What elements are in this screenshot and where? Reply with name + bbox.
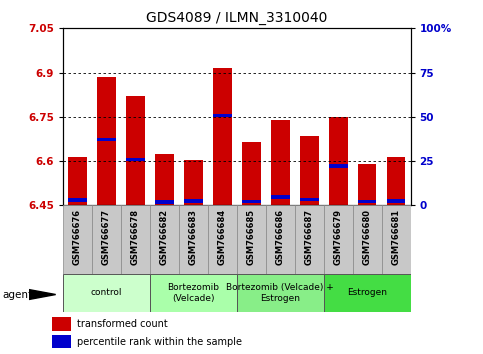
Bar — [329, 164, 348, 167]
Title: GDS4089 / ILMN_3310040: GDS4089 / ILMN_3310040 — [146, 11, 327, 24]
Text: Bortezomib (Velcade) +
Estrogen: Bortezomib (Velcade) + Estrogen — [226, 283, 334, 303]
Text: transformed count: transformed count — [77, 319, 168, 329]
Bar — [179, 205, 208, 274]
Bar — [387, 199, 406, 203]
Bar — [358, 164, 377, 205]
Text: GSM766676: GSM766676 — [73, 209, 82, 265]
Bar — [324, 205, 353, 274]
Bar — [387, 157, 406, 205]
Bar — [266, 205, 295, 274]
Bar — [295, 205, 324, 274]
Bar — [184, 160, 203, 205]
Text: GSM766683: GSM766683 — [189, 209, 198, 265]
Text: GSM766686: GSM766686 — [276, 209, 284, 265]
Bar — [242, 200, 261, 203]
Bar — [97, 138, 116, 141]
Bar — [53, 317, 71, 331]
Bar — [68, 157, 87, 205]
Bar — [213, 68, 232, 205]
Bar — [329, 117, 348, 205]
Bar — [63, 205, 92, 274]
Bar — [382, 205, 411, 274]
Text: Bortezomib
(Velcade): Bortezomib (Velcade) — [167, 283, 219, 303]
Bar — [63, 274, 150, 312]
Text: GSM766677: GSM766677 — [102, 209, 111, 265]
Bar — [237, 205, 266, 274]
Bar — [270, 120, 290, 205]
Bar — [237, 274, 324, 312]
Bar — [97, 77, 116, 205]
Bar — [121, 205, 150, 274]
Text: GSM766687: GSM766687 — [305, 209, 313, 265]
Bar — [126, 96, 145, 205]
Text: agent: agent — [2, 290, 32, 299]
Text: GSM766680: GSM766680 — [363, 209, 371, 265]
Bar — [155, 200, 174, 204]
Bar — [92, 205, 121, 274]
Bar — [126, 158, 145, 161]
Text: GSM766679: GSM766679 — [334, 209, 342, 265]
Text: GSM766681: GSM766681 — [392, 209, 400, 265]
Bar — [150, 205, 179, 274]
Bar — [213, 114, 232, 118]
Text: GSM766684: GSM766684 — [218, 209, 227, 265]
Bar — [242, 142, 261, 205]
Text: GSM766678: GSM766678 — [131, 209, 140, 265]
Bar — [53, 335, 71, 348]
Text: control: control — [90, 289, 122, 297]
Text: percentile rank within the sample: percentile rank within the sample — [77, 337, 242, 347]
Bar — [353, 205, 382, 274]
Bar — [299, 198, 319, 201]
Bar — [324, 274, 411, 312]
Text: GSM766682: GSM766682 — [160, 209, 169, 265]
Bar — [358, 200, 377, 203]
Bar — [184, 199, 203, 203]
Bar — [208, 205, 237, 274]
Text: GSM766685: GSM766685 — [247, 209, 256, 265]
Bar — [155, 154, 174, 205]
Bar — [68, 198, 87, 202]
Polygon shape — [29, 290, 56, 299]
Bar — [299, 136, 319, 205]
Bar — [270, 195, 290, 199]
Bar — [150, 274, 237, 312]
Text: Estrogen: Estrogen — [347, 289, 387, 297]
